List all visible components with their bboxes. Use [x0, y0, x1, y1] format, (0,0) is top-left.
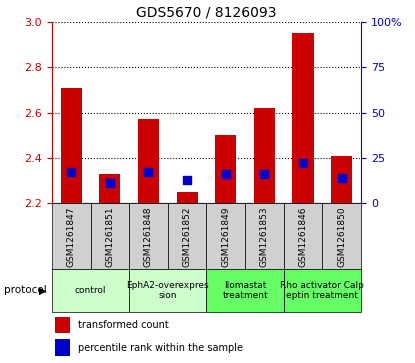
- Text: GSM1261851: GSM1261851: [105, 207, 115, 267]
- Bar: [90, 203, 129, 269]
- Bar: [55, 317, 70, 333]
- Point: [145, 170, 152, 175]
- Text: control: control: [75, 286, 106, 295]
- Bar: [138, 119, 159, 203]
- Bar: [61, 87, 82, 203]
- Text: GSM1261852: GSM1261852: [183, 207, 192, 267]
- Bar: [99, 174, 120, 203]
- Text: ▶: ▶: [39, 285, 46, 295]
- Text: EphA2-overexpres
sion: EphA2-overexpres sion: [127, 281, 209, 300]
- Text: GSM1261849: GSM1261849: [221, 207, 230, 267]
- Bar: [168, 203, 207, 269]
- Bar: [293, 33, 314, 203]
- Bar: [52, 203, 90, 269]
- Text: Ilomastat
treatment: Ilomastat treatment: [222, 281, 268, 300]
- Text: GSM1261853: GSM1261853: [260, 207, 269, 267]
- Bar: [55, 339, 70, 356]
- Bar: [254, 108, 275, 203]
- Point: [184, 177, 190, 183]
- Text: Rho activator Calp
eptin treatment: Rho activator Calp eptin treatment: [281, 281, 364, 300]
- Text: percentile rank within the sample: percentile rank within the sample: [78, 343, 243, 352]
- Bar: [52, 269, 129, 312]
- Text: protocol: protocol: [4, 285, 47, 295]
- Bar: [176, 192, 198, 203]
- Point: [68, 170, 75, 175]
- Bar: [215, 135, 237, 203]
- Point: [300, 160, 306, 166]
- Text: GSM1261847: GSM1261847: [67, 207, 76, 267]
- Point: [338, 175, 345, 181]
- Text: transformed count: transformed count: [78, 321, 169, 330]
- Point: [107, 180, 113, 186]
- Bar: [284, 269, 361, 312]
- Point: [222, 171, 229, 177]
- Bar: [322, 203, 361, 269]
- Title: GDS5670 / 8126093: GDS5670 / 8126093: [136, 5, 277, 19]
- Bar: [207, 269, 284, 312]
- Bar: [207, 203, 245, 269]
- Text: GSM1261848: GSM1261848: [144, 207, 153, 267]
- Point: [261, 171, 268, 177]
- Bar: [331, 156, 352, 203]
- Text: GSM1261846: GSM1261846: [298, 207, 308, 267]
- Bar: [129, 203, 168, 269]
- Bar: [245, 203, 284, 269]
- Text: GSM1261850: GSM1261850: [337, 207, 346, 267]
- Bar: [129, 269, 207, 312]
- Bar: [284, 203, 322, 269]
